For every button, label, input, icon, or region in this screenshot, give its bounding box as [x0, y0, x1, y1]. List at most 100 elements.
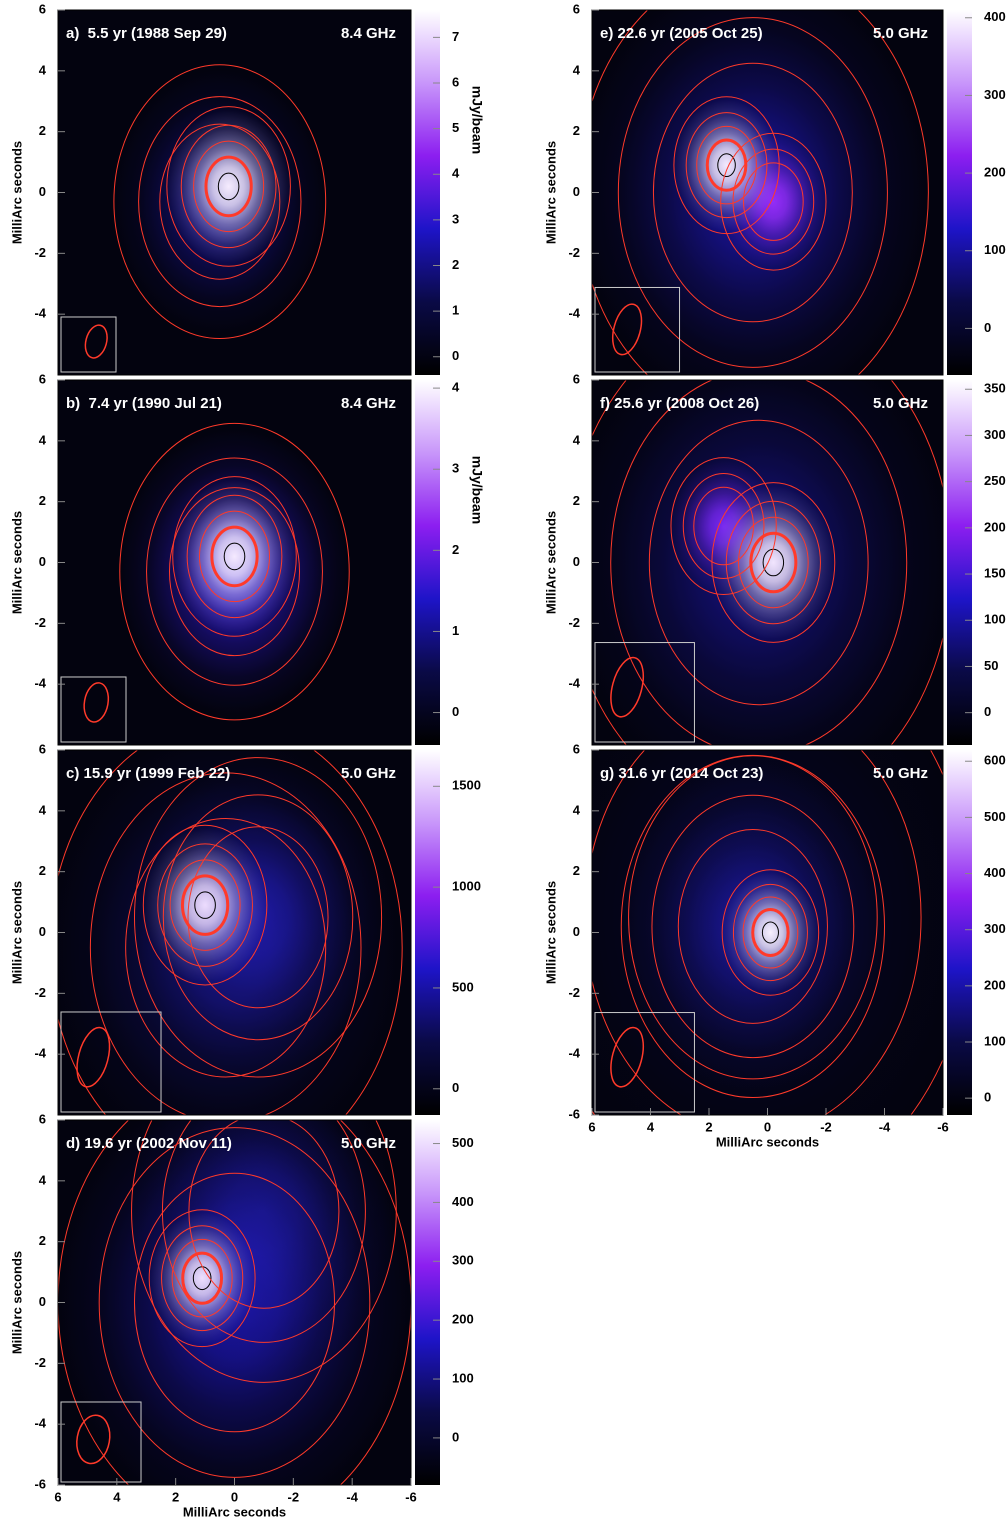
contour [696, 125, 757, 205]
contour [705, 138, 748, 192]
beam [84, 324, 108, 359]
x-tick-label: 6 [54, 1489, 61, 1504]
contour [223, 542, 246, 571]
contour [159, 123, 281, 280]
contour [181, 1251, 224, 1305]
y-tick-label: 2 [39, 863, 46, 878]
panel-label: d) 19.6 yr (2002 Nov 11) [66, 1135, 232, 1152]
y-tick-label: -2 [34, 615, 46, 630]
contour [131, 1120, 397, 1383]
beam [76, 1414, 111, 1465]
x-tick-label: 0 [764, 1119, 771, 1134]
y-tick-label: -4 [34, 1416, 46, 1431]
colorbar-tick-label: 1500 [452, 778, 481, 793]
contour [162, 794, 354, 1041]
contour [194, 891, 216, 919]
x-tick-label: -2 [288, 1489, 300, 1504]
contour [89, 772, 362, 1115]
contour [161, 1120, 366, 1343]
colorbar-tick-label: 200 [984, 165, 1006, 180]
colorbar-tick-label: 0 [452, 348, 459, 363]
contour [652, 62, 853, 323]
y-tick-label: -2 [568, 985, 580, 1000]
y-tick-label: 0 [39, 1294, 46, 1309]
panel-label: f) 25.6 yr (2008 Oct 26) [600, 395, 759, 412]
beam [610, 656, 645, 718]
y-tick-label: 4 [39, 432, 47, 447]
y-tick-label: -6 [568, 1106, 580, 1121]
colorbar-tick-label: 100 [984, 612, 1006, 627]
y-tick-label: -4 [34, 1046, 46, 1061]
y-tick-label: -4 [34, 306, 46, 321]
y-tick-label: -2 [568, 245, 580, 260]
colorbar-tick-label: 400 [984, 9, 1006, 24]
colorbar-tick-label: 100 [984, 1033, 1006, 1048]
y-axis-label: MilliArc seconds [9, 141, 24, 244]
colorbar-tick-label: 200 [984, 519, 1006, 534]
image-panel [592, 380, 943, 745]
contour [146, 457, 323, 686]
contour [751, 907, 790, 958]
colorbar-tick-label: 0 [452, 1429, 459, 1444]
contour [592, 10, 929, 375]
beam-box [60, 316, 117, 373]
colorbar-tick-label: 0 [452, 1080, 459, 1095]
contour [58, 750, 403, 1115]
emission-component [592, 750, 943, 1115]
colorbar-tick-label: 500 [452, 1135, 474, 1150]
colorbar-tick-label: 1 [452, 623, 459, 638]
colorbar-tick-label: 400 [452, 1194, 474, 1209]
emission-component [131, 1120, 397, 1376]
colorbar-label: mJy/beam [469, 86, 485, 154]
frequency-label: 5.0 GHz [873, 25, 928, 42]
y-tick-label: 4 [573, 802, 581, 817]
image-panel [58, 1120, 411, 1485]
contour [711, 482, 836, 643]
colorbar-tick-label: 100 [452, 1370, 474, 1385]
y-tick-label: 0 [39, 554, 46, 569]
x-tick-label: 2 [705, 1119, 712, 1134]
colorbar-tick-label: 300 [984, 921, 1006, 936]
colorbar-tick-label: 1000 [452, 879, 481, 894]
colorbar-tick-label: 400 [984, 865, 1006, 880]
y-tick-label: 6 [39, 371, 46, 386]
colorbar-tick-label: 2 [452, 257, 459, 272]
beam-box [594, 286, 681, 373]
contour [133, 1172, 336, 1433]
beam [610, 1026, 645, 1088]
frequency-label: 5.0 GHz [341, 1135, 396, 1152]
colorbar-tick-label: 600 [984, 753, 1006, 768]
y-tick-label: 4 [39, 1172, 47, 1187]
colorbar-tick-label: 4 [452, 380, 460, 395]
y-tick-label: 0 [39, 924, 46, 939]
y-axis-label: MilliArc seconds [9, 881, 24, 984]
beam-box [594, 1012, 695, 1113]
y-axis-label: MilliArc seconds [543, 881, 558, 984]
y-tick-label: 6 [39, 741, 46, 756]
contour [732, 148, 815, 255]
colorbar-tick-label: 250 [984, 473, 1006, 488]
y-tick-label: 0 [573, 924, 580, 939]
emission-component [113, 70, 326, 334]
colorbar-tick-label: 200 [452, 1312, 474, 1327]
panel-label: e) 22.6 yr (2005 Oct 25) [600, 25, 763, 42]
y-tick-label: 2 [39, 493, 46, 508]
contour [610, 380, 908, 745]
y-tick-label: 4 [573, 432, 581, 447]
colorbar-tick-label: 6 [452, 74, 459, 89]
y-tick-label: 6 [39, 1111, 46, 1126]
beam-box [594, 642, 695, 743]
contour [742, 896, 799, 969]
contour [738, 516, 809, 609]
contour [717, 153, 736, 178]
contour [171, 1238, 233, 1318]
colorbar-tick-label: 350 [984, 381, 1006, 396]
contour [157, 843, 253, 967]
y-tick-label: 2 [573, 493, 580, 508]
colorbar-tick-label: 4 [452, 166, 460, 181]
y-tick-label: 6 [573, 1, 580, 16]
x-tick-label: 0 [231, 1489, 238, 1504]
colorbar-tick-label: 150 [984, 565, 1006, 580]
colorbar-tick-label: 0 [984, 704, 991, 719]
